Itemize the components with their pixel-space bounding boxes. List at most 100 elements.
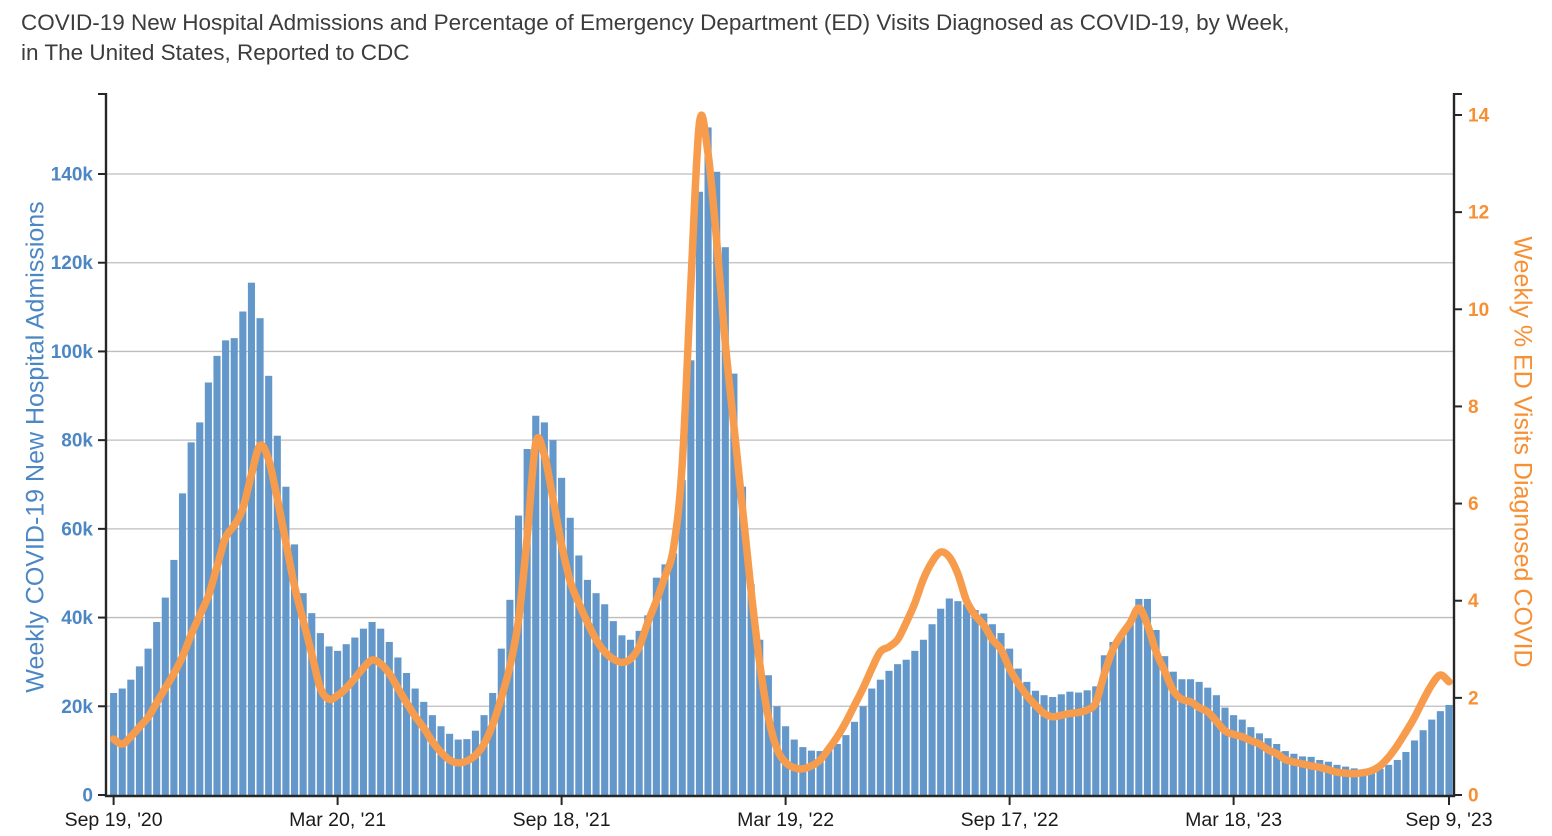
bar-week-63 <box>652 577 660 795</box>
bar-week-43 <box>480 715 488 795</box>
bar-week-29 <box>359 628 368 795</box>
bar-week-55 <box>583 579 592 795</box>
bar-week-128 <box>1212 695 1220 795</box>
right-tick-label-0: 0 <box>1468 786 1479 807</box>
bar-week-58 <box>609 621 617 795</box>
bar-week-42 <box>471 730 480 795</box>
bar-week-57 <box>601 604 609 795</box>
bar-week-33 <box>394 657 402 795</box>
bar-week-20 <box>282 486 290 795</box>
bar-week-119 <box>1135 598 1143 795</box>
bar-week-90 <box>885 670 893 795</box>
chart-title-line1: COVID-19 New Hospital Admissions and Per… <box>21 10 1290 35</box>
bar-week-21 <box>290 544 299 795</box>
bar-week-139 <box>1307 756 1315 795</box>
bar-week-120 <box>1143 598 1152 795</box>
bar-week-69 <box>704 127 712 796</box>
left-tick-label-0: 0 <box>82 786 93 807</box>
bar-week-59 <box>618 635 626 795</box>
bar-week-137 <box>1290 753 1298 795</box>
x-tick-label-Mar 20, '21: Mar 20, '21 <box>289 809 386 831</box>
bar-week-45 <box>497 648 505 795</box>
bar-week-123 <box>1169 671 1177 795</box>
bar-week-65 <box>670 553 678 795</box>
bar-week-68 <box>695 191 704 795</box>
bar-week-23 <box>308 613 316 795</box>
left-tick-label-100k: 100k <box>51 342 94 363</box>
bar-week-108 <box>1040 695 1048 795</box>
x-tick-label-Mar 18, '23: Mar 18, '23 <box>1185 809 1282 831</box>
bar-week-86 <box>850 721 859 795</box>
bar-week-64 <box>661 564 669 795</box>
bar-week-126 <box>1195 681 1203 795</box>
bar-week-16 <box>247 282 256 795</box>
bar-week-116 <box>1109 641 1117 795</box>
bar-week-73 <box>738 486 747 795</box>
bar-week-62 <box>644 615 652 795</box>
x-tick-label-Sep 17, '22: Sep 17, '22 <box>961 809 1059 831</box>
bar-week-84 <box>833 743 841 795</box>
bar-week-38 <box>437 726 445 795</box>
bar-week-72 <box>730 373 738 795</box>
chart-title-line2: in The United States, Reported to CDC <box>21 39 410 65</box>
left-tick-label-120k: 120k <box>51 253 94 274</box>
bar-week-105 <box>1014 668 1022 795</box>
bar-week-138 <box>1298 756 1307 795</box>
bar-week-87 <box>859 706 867 795</box>
bar-week-151 <box>1410 740 1419 795</box>
bar-week-26 <box>334 650 342 795</box>
chart-title: COVID-19 New Hospital Admissions and Per… <box>21 8 1547 67</box>
bar-week-70 <box>713 171 721 795</box>
left-tick-label-80k: 80k <box>61 431 93 452</box>
bar-week-25 <box>325 646 333 795</box>
bar-week-15 <box>239 311 247 795</box>
x-tick-label-Sep 19, '20: Sep 19, '20 <box>65 809 163 831</box>
bar-week-19 <box>273 435 281 795</box>
bar-week-54 <box>575 555 583 795</box>
bar-week-66 <box>678 480 686 795</box>
bar-week-127 <box>1204 687 1212 795</box>
left-axis-title: Weekly COVID-19 New Hospital Admissions <box>21 201 50 693</box>
bar-week-27 <box>342 644 350 795</box>
bar-week-118 <box>1126 622 1134 795</box>
bar-week-47 <box>514 515 523 795</box>
right-tick-label-4: 4 <box>1468 591 1479 612</box>
right-tick-label-6: 6 <box>1468 494 1479 515</box>
bar-week-74 <box>747 584 755 795</box>
bar-week-81 <box>807 750 816 795</box>
bar-week-134 <box>1264 738 1272 795</box>
left-tick-label-40k: 40k <box>61 608 93 629</box>
bar-week-107 <box>1031 690 1040 795</box>
bar-week-14 <box>230 338 238 795</box>
bar-week-93 <box>911 650 919 795</box>
bar-week-104 <box>1006 648 1014 795</box>
bar-week-31 <box>377 628 385 795</box>
bar-week-103 <box>997 633 1005 795</box>
bar-week-145 <box>1359 769 1367 795</box>
bar-week-102 <box>988 624 996 795</box>
bar-week-125 <box>1186 679 1195 795</box>
bar-week-85 <box>842 735 850 795</box>
bar-week-150 <box>1402 751 1410 795</box>
bar-week-46 <box>506 599 514 795</box>
bar-week-106 <box>1023 681 1031 795</box>
bar-week-111 <box>1066 691 1074 795</box>
bar-week-91 <box>894 664 902 795</box>
bar-week-82 <box>816 751 824 795</box>
bar-week-112 <box>1074 692 1083 795</box>
bar-week-152 <box>1419 730 1427 795</box>
bar-week-18 <box>265 375 273 795</box>
bar-week-39 <box>446 733 454 795</box>
bar-week-0 <box>110 692 118 795</box>
bar-week-132 <box>1247 727 1255 795</box>
bar-week-17 <box>256 318 264 795</box>
bar-week-89 <box>876 679 884 795</box>
bar-week-129 <box>1221 707 1229 795</box>
bar-week-100 <box>971 610 979 795</box>
bar-week-56 <box>592 593 600 795</box>
right-tick-label-8: 8 <box>1468 397 1479 418</box>
bar-week-61 <box>635 630 643 795</box>
bar-week-35 <box>411 688 419 795</box>
bar-week-153 <box>1428 719 1436 795</box>
bar-week-97 <box>945 598 953 795</box>
